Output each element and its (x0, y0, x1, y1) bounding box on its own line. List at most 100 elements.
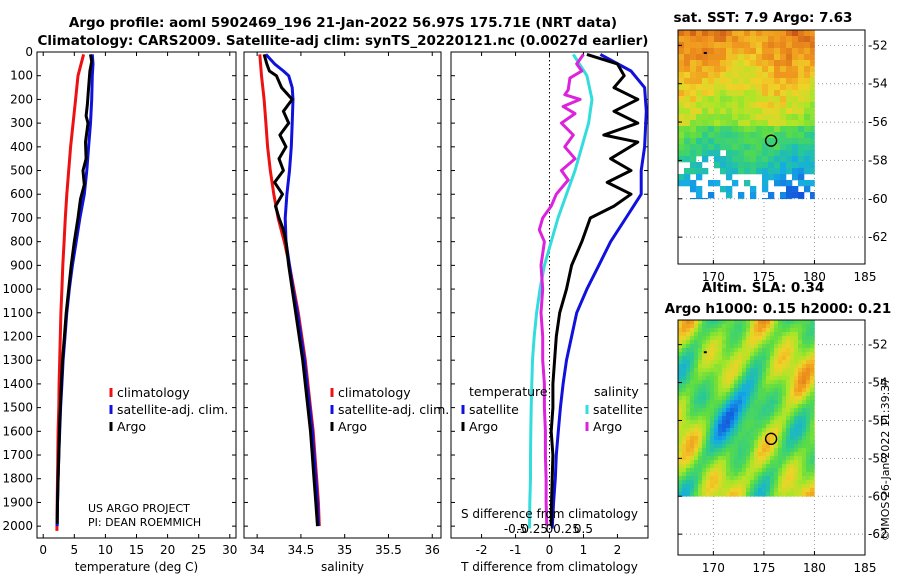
heat-cell (792, 108, 799, 115)
heat-cell (722, 464, 727, 469)
heat-cell (766, 336, 771, 341)
heat-cell (756, 96, 763, 103)
heat-cell (686, 324, 691, 329)
heat-cell (810, 150, 815, 157)
heat-cell (782, 476, 787, 481)
heat-cell (726, 156, 733, 163)
heat-cell (710, 348, 715, 353)
heat-cell (774, 444, 779, 449)
heat-cell (730, 360, 735, 365)
heat-cell (684, 30, 691, 37)
heat-cell (714, 392, 719, 397)
heat-cell (774, 372, 779, 377)
heat-cell (782, 412, 787, 417)
heat-cell (732, 168, 739, 175)
heat-cell (726, 324, 731, 329)
heat-cell (718, 496, 723, 497)
heat-cell (702, 114, 709, 121)
heat-cell (758, 396, 763, 401)
heat-cell (694, 480, 699, 485)
heat-cell (806, 376, 811, 381)
heat-cell (738, 496, 743, 497)
heat-cell (678, 488, 683, 493)
heat-cell (742, 492, 747, 497)
heat-cell (686, 320, 691, 325)
heat-cell (738, 72, 745, 79)
heat-cell (810, 444, 815, 449)
heat-cell (810, 138, 815, 145)
heat-cell (722, 368, 727, 373)
heat-cell (798, 440, 803, 445)
heat-cell (682, 328, 687, 333)
heat-cell (746, 420, 751, 425)
heat-cell (690, 36, 697, 43)
heat-cell (766, 328, 771, 333)
depth-tick-label: 1600 (2, 424, 33, 438)
heat-cell (806, 388, 811, 393)
heat-cell (782, 396, 787, 401)
heat-cell (794, 456, 799, 461)
heat-cell (806, 460, 811, 465)
heat-cell (730, 408, 735, 413)
heat-cell (806, 428, 811, 433)
heat-cell (678, 48, 685, 55)
heat-cell (710, 400, 715, 405)
heat-cell (782, 440, 787, 445)
heat-cell (708, 96, 715, 103)
heat-cell (690, 78, 697, 85)
difference-xtick-label: -1 (510, 543, 522, 557)
heat-cell (798, 384, 803, 389)
heat-cell (814, 412, 815, 417)
heat-cell (750, 460, 755, 465)
heat-cell (710, 344, 715, 349)
heat-cell (684, 120, 691, 127)
heat-cell (766, 368, 771, 373)
heat-cell (774, 78, 781, 85)
heat-cell (786, 452, 791, 457)
heat-cell (790, 344, 795, 349)
heat-cell (690, 84, 697, 91)
heat-cell (746, 488, 751, 493)
heat-cell (754, 396, 759, 401)
heat-cell (744, 72, 751, 79)
heat-cell (706, 416, 711, 421)
heat-cell (738, 168, 745, 175)
heat-cell (708, 60, 715, 67)
heat-cell (762, 444, 767, 449)
heat-cell (690, 66, 697, 73)
heat-cell (706, 448, 711, 453)
heat-cell (758, 436, 763, 441)
heat-cell (792, 132, 799, 139)
heat-cell (682, 492, 687, 497)
heat-cell (738, 436, 743, 441)
heat-cell (738, 150, 745, 157)
heat-cell (708, 84, 715, 91)
heat-cell (682, 460, 687, 465)
heat-cell (762, 364, 767, 369)
heat-cell (678, 424, 683, 429)
sla_map-frame (677, 319, 866, 556)
heat-cell (720, 138, 727, 145)
heat-cell (730, 452, 735, 457)
heat-cell (754, 384, 759, 389)
heat-cell (804, 156, 811, 163)
heat-cell (718, 336, 723, 341)
heat-cell (730, 492, 735, 497)
heat-cell (754, 424, 759, 429)
heat-cell (682, 368, 687, 373)
heat-cell (782, 356, 787, 361)
heat-cell (762, 78, 769, 85)
heat-cell (758, 432, 763, 437)
heat-cell (768, 138, 775, 145)
heat-cell (766, 392, 771, 397)
heat-cell (792, 186, 799, 193)
heat-cell (790, 396, 795, 401)
heat-cell (786, 320, 791, 325)
heat-cell (682, 392, 687, 397)
heat-cell (698, 484, 703, 489)
heat-cell (810, 192, 815, 199)
heat-cell (778, 368, 783, 373)
heat-cell (726, 412, 731, 417)
heat-cell (762, 380, 767, 385)
heat-cell (702, 340, 707, 345)
